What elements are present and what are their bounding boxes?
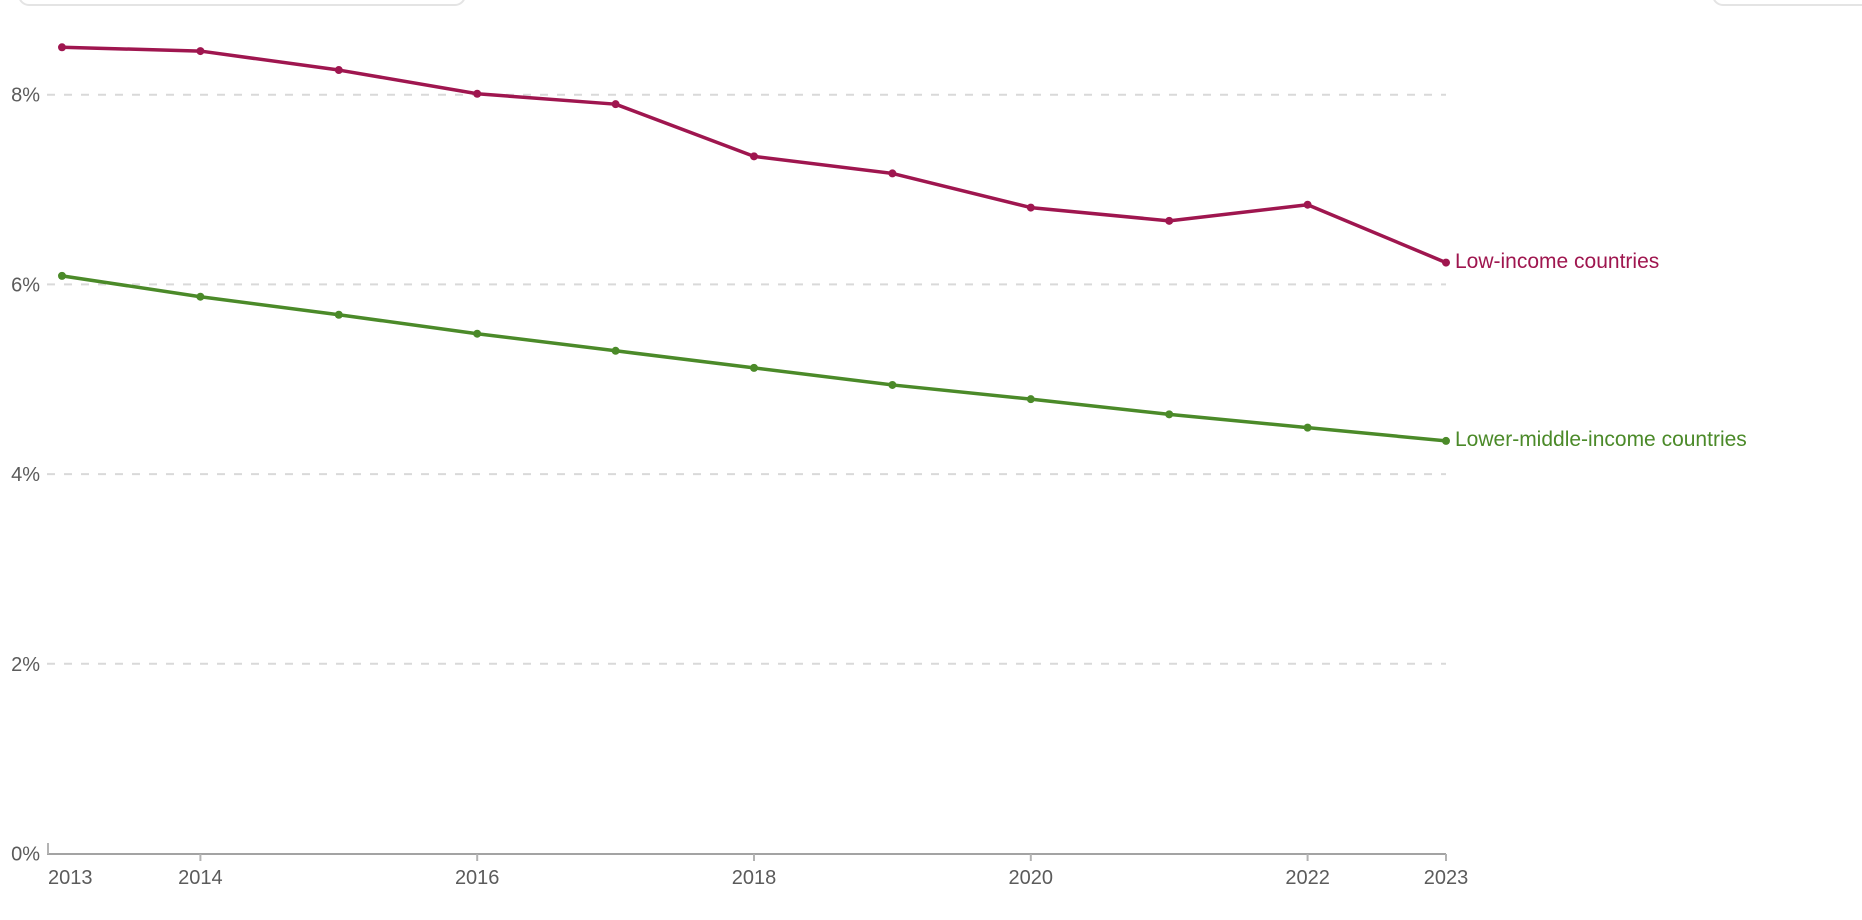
data-point-low-income-countries-2017[interactable] [611,100,620,109]
data-point-lower-middle-income-countries-2013[interactable] [58,271,66,280]
series-label-lower-middle-income[interactable]: Lower-middle-income countries [1455,428,1747,451]
y-axis-tick-label: 6% [11,274,40,296]
data-point-low-income-countries-2014[interactable] [196,47,205,56]
data-point-low-income-countries-2020[interactable] [1026,203,1035,212]
data-point-low-income-countries-2018[interactable] [750,152,758,161]
data-point-lower-middle-income-countries-2017[interactable] [611,346,620,355]
data-point-low-income-countries-2013[interactable] [58,43,66,52]
data-point-low-income-countries-2016[interactable] [473,89,482,98]
x-axis-tick-label: 2018 [732,867,777,889]
data-point-low-income-countries-2015[interactable] [334,66,343,75]
data-point-lower-middle-income-countries-2023[interactable] [1442,436,1450,445]
data-point-lower-middle-income-countries-2019[interactable] [888,380,897,389]
data-point-lower-middle-income-countries-2022[interactable] [1303,423,1312,432]
data-point-lower-middle-income-countries-2021[interactable] [1165,410,1174,419]
series-label-low-income[interactable]: Low-income countries [1455,250,1660,273]
y-axis-tick-label: 4% [11,464,40,486]
data-point-lower-middle-income-countries-2014[interactable] [196,292,205,301]
x-axis-tick-label: 2022 [1285,867,1330,889]
data-point-low-income-countries-2022[interactable] [1303,200,1312,209]
data-point-low-income-countries-2021[interactable] [1165,216,1174,225]
data-point-low-income-countries-2019[interactable] [888,169,897,178]
x-axis-tick-label: 2013 [48,867,93,889]
series-line-1[interactable] [60,274,1448,443]
x-axis-tick-label: 2014 [178,867,223,889]
data-point-lower-middle-income-countries-2016[interactable] [473,329,482,338]
x-axis-tick-label: 2023 [1424,867,1469,889]
data-point-low-income-countries-2023[interactable] [1442,258,1450,267]
x-axis-tick-label: 2016 [455,867,500,889]
y-axis-tick-label: 8% [11,85,40,107]
data-point-lower-middle-income-countries-2020[interactable] [1026,395,1035,404]
y-axis-tick-label: 0% [11,844,40,866]
x-axis-tick-label: 2020 [1009,867,1054,889]
y-axis-tick-label: 2% [11,654,40,676]
data-point-lower-middle-income-countries-2018[interactable] [750,363,758,372]
data-point-lower-middle-income-countries-2015[interactable] [334,310,343,319]
